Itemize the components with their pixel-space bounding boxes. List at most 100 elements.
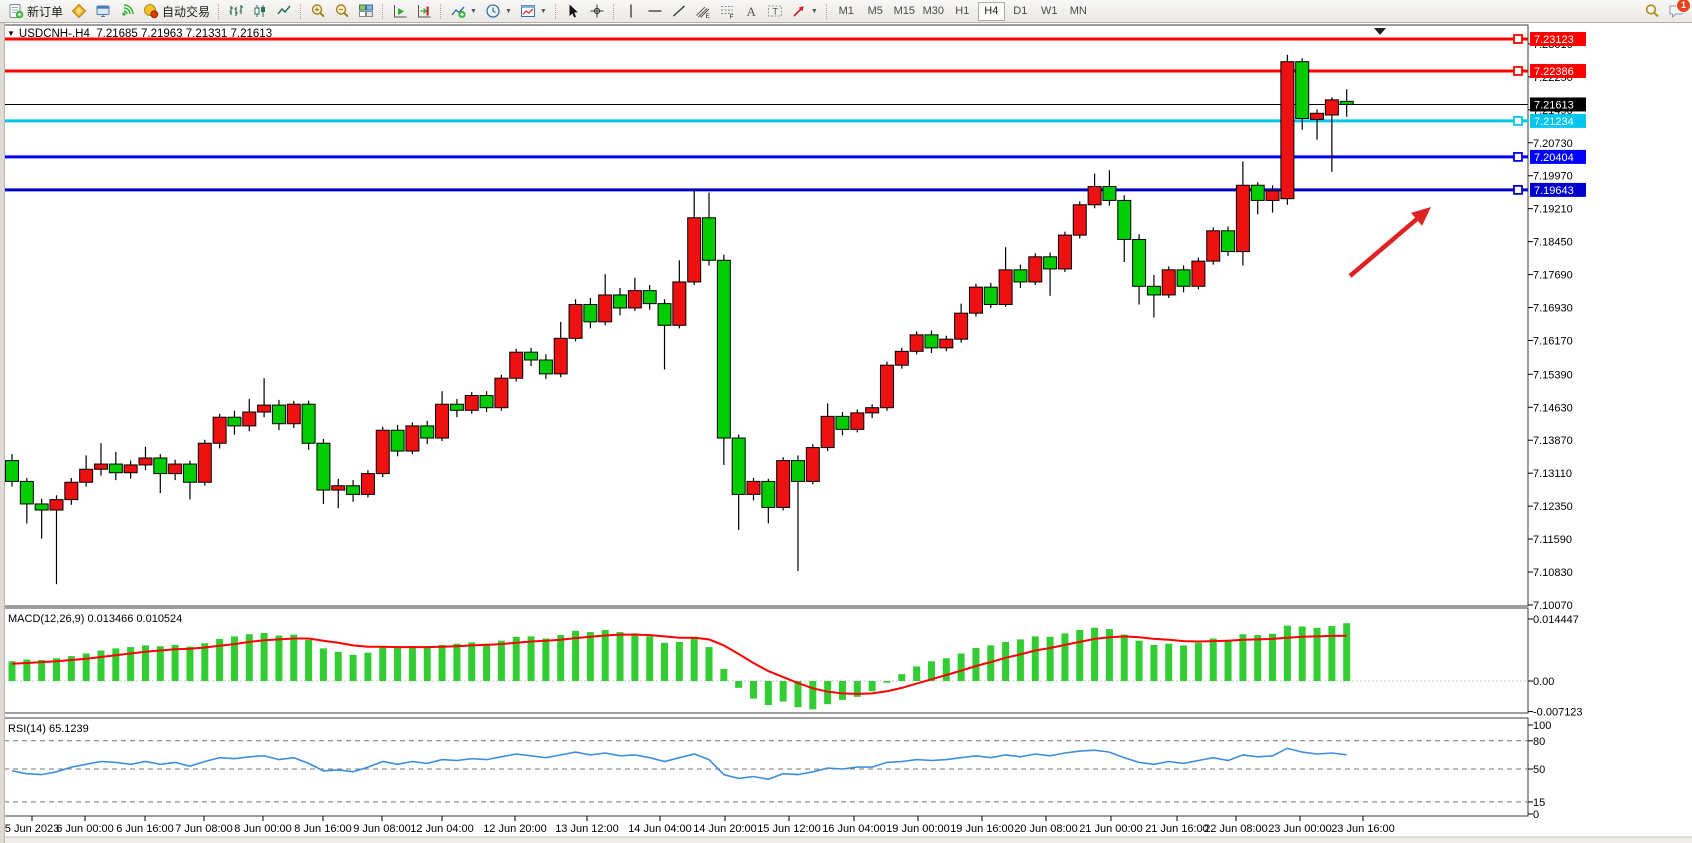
text-tool-button[interactable]: A (739, 1, 763, 22)
svg-text:7.19210: 7.19210 (1533, 204, 1573, 216)
zoom-out-icon (334, 3, 350, 19)
search-icon[interactable] (1644, 3, 1660, 19)
svg-text:5 Jun 2023: 5 Jun 2023 (5, 823, 59, 835)
new-order-label: 新订单 (27, 4, 64, 19)
svg-text:16 Jun 04:00: 16 Jun 04:00 (822, 823, 886, 835)
timeframe-w1-button[interactable]: W1 (1041, 4, 1058, 17)
svg-text:15 Jun 12:00: 15 Jun 12:00 (757, 823, 821, 835)
svg-text:-0.007123: -0.007123 (1533, 707, 1583, 719)
svg-text:7.16170: 7.16170 (1533, 335, 1573, 347)
label-tool-button[interactable]: T (763, 1, 787, 22)
chat-button[interactable]: 1 (1668, 0, 1691, 19)
svg-text:13 Jun 12:00: 13 Jun 12:00 (555, 823, 619, 835)
svg-text:50: 50 (1533, 764, 1545, 776)
toolbar-separator (218, 3, 220, 19)
chart-line-button[interactable] (272, 1, 296, 22)
chart-candles-button[interactable] (248, 1, 272, 22)
tile-windows-icon (358, 3, 374, 19)
timeframe-mn-button[interactable]: MN (1069, 4, 1087, 17)
indicators-button[interactable]: ▼ (446, 1, 481, 22)
toolbar-separator (825, 3, 828, 19)
svg-text:7.20730: 7.20730 (1533, 138, 1573, 150)
svg-text:7.12350: 7.12350 (1533, 501, 1573, 513)
chart-bars-button[interactable] (224, 1, 248, 22)
svg-text:6 Jun 16:00: 6 Jun 16:00 (116, 823, 174, 835)
svg-text:7.11590: 7.11590 (1533, 534, 1572, 546)
svg-text:7.18450: 7.18450 (1533, 237, 1573, 249)
svg-text:21 Jun 16:00: 21 Jun 16:00 (1145, 823, 1209, 835)
svg-text:9 Jun 08:00: 9 Jun 08:00 (353, 823, 411, 835)
trendline-icon (671, 3, 687, 19)
arrows-tool-button[interactable]: ▼ (787, 1, 822, 22)
templates-button[interactable]: ▼ (516, 1, 551, 22)
fibonacci-icon: F (719, 3, 735, 19)
svg-text:23 Jun 16:00: 23 Jun 16:00 (1331, 823, 1395, 835)
vertical-line-tool-button[interactable] (619, 1, 643, 22)
signals-icon (119, 3, 135, 19)
vertical-line-icon (623, 3, 639, 19)
autotrading-button[interactable]: 自动交易 (139, 1, 214, 22)
timeframe-m1-button[interactable]: M1 (838, 4, 854, 17)
timeframe-h1-button[interactable]: H1 (955, 4, 970, 17)
svg-text:7.15390: 7.15390 (1533, 369, 1573, 381)
periods-button[interactable]: ▼ (481, 1, 516, 22)
zoom-out-button[interactable] (330, 1, 354, 22)
horizontal-line-tool-button[interactable] (643, 1, 667, 22)
svg-text:7.10830: 7.10830 (1533, 567, 1573, 579)
equidistant-channel-icon: E (695, 3, 711, 19)
crosshair-tool-button[interactable] (585, 1, 609, 22)
timeframe-d1-button[interactable]: D1 (1013, 4, 1028, 17)
virtual-hosting-button[interactable] (91, 1, 115, 22)
text-icon: A (743, 3, 759, 19)
svg-text:20 Jun 08:00: 20 Jun 08:00 (1014, 823, 1078, 835)
channel-tool-button[interactable]: E (691, 1, 715, 22)
timeframe-m15-button[interactable]: M15 (893, 4, 915, 17)
symbol-dropdown-icon[interactable]: ▼ (7, 29, 15, 38)
svg-text:100: 100 (1533, 720, 1551, 732)
svg-text:A: A (746, 4, 756, 19)
main-toolbar: 新订单 自动交易 ▼ ▼ (0, 0, 1692, 23)
svg-text:15: 15 (1533, 797, 1545, 809)
zoom-in-icon (310, 3, 326, 19)
timeframe-m30-button[interactable]: M30 (922, 4, 944, 17)
chevron-down-icon: ▼ (470, 7, 477, 15)
chevron-down-icon: ▼ (810, 7, 818, 15)
fibonacci-tool-button[interactable]: F (715, 1, 739, 22)
svg-text:7.21613: 7.21613 (1534, 99, 1574, 111)
svg-text:22 Jun 08:00: 22 Jun 08:00 (1204, 823, 1268, 835)
cursor-tool-button[interactable] (561, 1, 585, 22)
bar-chart-icon (228, 3, 244, 19)
window-left-edge (0, 23, 5, 843)
svg-text:8 Jun 00:00: 8 Jun 00:00 (234, 823, 292, 835)
horizontal-line-icon (647, 3, 663, 19)
new-order-button[interactable]: 新订单 (4, 1, 67, 22)
toolbar-right-group: 1 (1644, 0, 1691, 19)
price-chart-canvas[interactable]: 7.230107.222507.214907.207307.199707.192… (0, 23, 1692, 843)
signals-button[interactable] (115, 1, 139, 22)
auto-scroll-button[interactable] (388, 1, 412, 22)
svg-text:T: T (772, 7, 778, 17)
svg-text:7.17690: 7.17690 (1533, 270, 1573, 282)
timeframe-m5-button[interactable]: M5 (867, 4, 883, 17)
svg-text:7.13110: 7.13110 (1533, 468, 1572, 480)
template-chart-icon (520, 3, 536, 19)
svg-text:7.23123: 7.23123 (1534, 34, 1574, 46)
mql5-community-icon (71, 3, 87, 19)
zoom-in-button[interactable] (306, 1, 330, 22)
new-order-icon (8, 3, 24, 19)
svg-text:80: 80 (1533, 736, 1545, 748)
svg-text:6 Jun 00:00: 6 Jun 00:00 (56, 823, 114, 835)
svg-text:12 Jun 04:00: 12 Jun 04:00 (410, 823, 474, 835)
timeframe-h4-button[interactable]: H4 (977, 1, 1005, 21)
toolbar-separator (554, 3, 557, 19)
tile-windows-button[interactable] (354, 1, 378, 22)
svg-text:7.10070: 7.10070 (1533, 600, 1573, 612)
svg-text:7.16930: 7.16930 (1533, 303, 1573, 315)
mql5-community-button[interactable] (67, 1, 91, 22)
virtual-hosting-icon (95, 3, 111, 19)
chart-shift-button[interactable] (412, 1, 436, 22)
trendline-tool-button[interactable] (667, 1, 691, 22)
autotrading-icon (143, 3, 159, 19)
notification-badge: 1 (1676, 0, 1691, 13)
svg-text:7.20404: 7.20404 (1534, 152, 1574, 164)
